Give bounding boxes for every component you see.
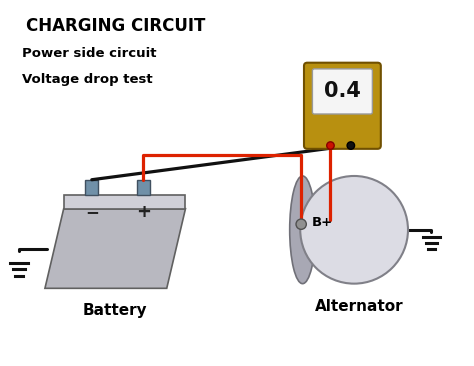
- Polygon shape: [45, 209, 185, 288]
- FancyBboxPatch shape: [137, 180, 150, 195]
- Circle shape: [347, 142, 355, 149]
- Ellipse shape: [290, 176, 316, 284]
- Text: +: +: [136, 203, 151, 221]
- Text: B+: B+: [311, 216, 333, 229]
- Text: −: −: [85, 203, 99, 221]
- FancyBboxPatch shape: [312, 69, 373, 114]
- FancyBboxPatch shape: [85, 180, 98, 195]
- Circle shape: [296, 219, 306, 229]
- Text: CHARGING CIRCUIT: CHARGING CIRCUIT: [26, 17, 206, 35]
- Polygon shape: [64, 195, 185, 209]
- Text: Alternator: Alternator: [314, 299, 403, 314]
- Circle shape: [300, 176, 408, 284]
- FancyBboxPatch shape: [304, 63, 381, 149]
- Text: Power side circuit: Power side circuit: [21, 47, 156, 60]
- Text: Battery: Battery: [83, 303, 147, 318]
- Text: 0.4: 0.4: [324, 81, 361, 101]
- Circle shape: [327, 142, 334, 149]
- Text: Voltage drop test: Voltage drop test: [21, 73, 152, 86]
